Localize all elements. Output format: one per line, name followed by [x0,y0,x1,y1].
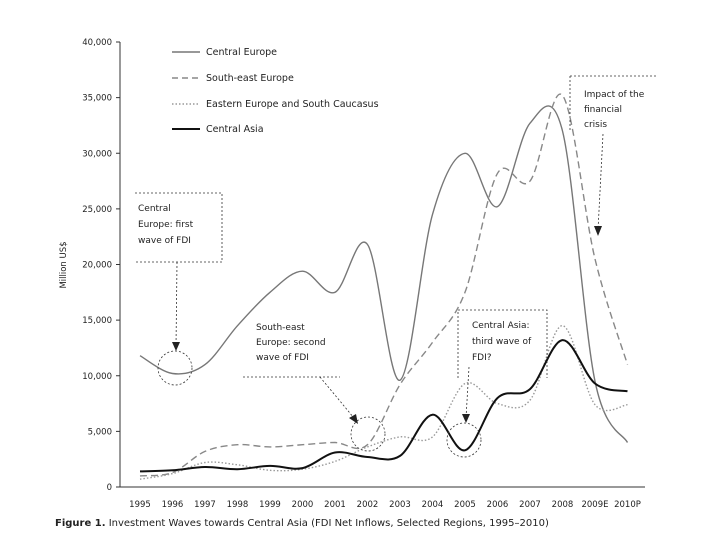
x-tick-label: 2007 [519,500,541,510]
svg-text:wave of FDI: wave of FDI [256,353,309,363]
y-tick-label: 0 [107,483,112,493]
svg-text:Europe: second: Europe: second [256,338,326,348]
annotation-south-east-europe: South-east Europe: second wave of FDI [243,323,386,452]
figure-caption-label: Figure 1. [55,518,106,529]
x-tick-label: 1998 [227,500,249,510]
annotation-financial-crisis: Impact of the financial crisis [569,75,656,236]
y-tick-label: 40,000 [82,38,112,48]
svg-text:Central Europe: Central Europe [206,47,277,58]
x-tick-label: 2002 [357,500,379,510]
annotation-central-asia: Central Asia: third wave of FDI? [446,309,548,458]
x-tick-label: 2005 [454,500,476,510]
x-tick-label: 2000 [292,500,314,510]
x-tick-label: 2006 [487,500,509,510]
y-tick-label: 5,000 [88,427,112,437]
series-line-south-east-europe [139,93,629,477]
figure-caption: Figure 1. Investment Waves towards Centr… [55,518,549,529]
y-tick-label: 20,000 [82,261,112,271]
svg-text:Central Asia:: Central Asia: [472,321,530,331]
x-tick-label: 1997 [194,500,216,510]
svg-text:Europe: first: Europe: first [138,220,194,230]
svg-text:third wave of: third wave of [472,337,532,347]
x-tick-label: 1995 [129,500,151,510]
legend-item-eastern-europe-south-caucasus: Eastern Europe and South Caucasus [172,99,379,110]
svg-text:Impact of the: Impact of the [584,90,645,100]
legend-item-central-europe: Central Europe [172,47,277,58]
legend-item-central-asia: Central Asia [172,124,264,135]
svg-text:crisis: crisis [584,120,607,130]
x-tick-label: 2010P [614,500,641,510]
svg-text:FDI?: FDI? [472,353,492,363]
svg-text:Eastern Europe and South Cauca: Eastern Europe and South Caucasus [206,99,379,110]
y-tick-label: 10,000 [82,372,112,382]
y-tick-label: 35,000 [82,94,112,104]
x-tick-label: 1999 [259,500,281,510]
x-tick-label: 2003 [389,500,411,510]
y-tick-label: 25,000 [82,205,112,215]
svg-text:financial: financial [584,105,622,115]
x-tick-label: 1996 [162,500,184,510]
y-tick-label: 15,000 [82,316,112,326]
annotation-central-europe: Central Europe: first wave of FDI [135,192,223,386]
series-line-central-europe [139,105,629,443]
x-tick-label: 2001 [324,500,346,510]
legend-item-south-east-europe: South-east Europe [172,73,294,84]
x-tick-label: 2004 [422,500,444,510]
series-line-central-asia [139,339,628,473]
series-line-eastern-europe-south-caucasus [139,324,628,480]
figure-caption-text: Investment Waves towards Central Asia (F… [108,518,549,529]
svg-text:wave of FDI: wave of FDI [138,236,191,246]
svg-text:Central: Central [138,204,171,214]
svg-text:Central Asia: Central Asia [206,124,264,135]
y-axis-label: Million US$ [59,241,69,288]
legend: Central Europe South-east Europe Eastern… [172,47,379,135]
x-tick-label: 2008 [552,500,574,510]
svg-text:South-east: South-east [256,323,305,333]
y-tick-label: 30,000 [82,149,112,159]
x-tick-label: 2009E [581,500,608,510]
svg-text:South-east Europe: South-east Europe [206,73,294,84]
